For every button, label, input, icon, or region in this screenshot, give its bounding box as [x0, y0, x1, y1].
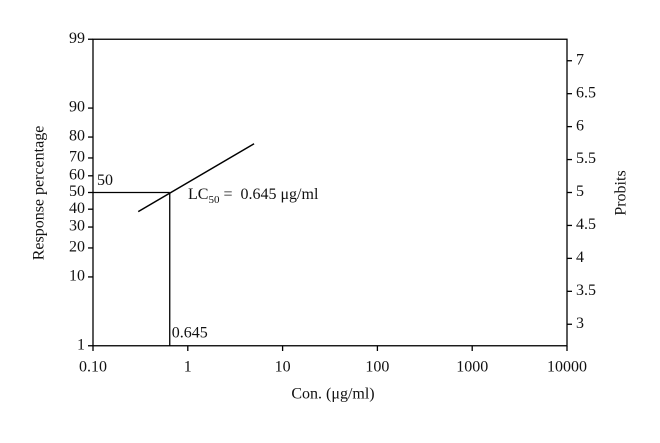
x-axis-label: Con. (μg/ml) [291, 386, 374, 403]
y-tick-label: 40 [69, 200, 85, 217]
y2-tick-label: 3 [576, 315, 584, 332]
reference-x-label: 0.645 [172, 325, 208, 342]
y2-tick-label: 4 [576, 249, 584, 266]
y-axis-label: Response percentage [31, 126, 48, 261]
y-tick-label: 80 [69, 128, 85, 145]
x-tick-label: 10000 [547, 359, 587, 376]
annotation-sub: 50 [208, 194, 220, 206]
y2-tick-label: 7 [576, 51, 584, 68]
y-tick-label: 70 [69, 149, 85, 166]
annotation-text: LC [188, 186, 208, 203]
y-tick-label: 50 [69, 183, 85, 200]
x-tick-label: 10 [275, 359, 291, 376]
y-tick-label: 60 [69, 166, 85, 183]
series-line [137, 143, 255, 213]
y2-tick-label: 5 [576, 183, 584, 200]
y-tick-label: 20 [69, 239, 85, 256]
x-tick-label: 1000 [456, 359, 488, 376]
x-tick-label: 0.10 [79, 359, 107, 376]
lc50-annotation: LC50 = 0.645 μg/ml [188, 186, 319, 206]
y-tick-label: 1 [77, 336, 85, 353]
y2-tick-label: 6.5 [576, 84, 596, 101]
reference-y-label: 50 [97, 172, 113, 189]
annotation-rest: = 0.645 μg/ml [219, 186, 318, 203]
y-tick-label: 10 [69, 268, 85, 285]
y2-axis-label: Probits [613, 170, 630, 215]
y2-tick-label: 6 [576, 117, 584, 134]
y-tick-label: 90 [69, 99, 85, 116]
y-tick-label: 30 [69, 218, 85, 235]
y2-tick-label: 3.5 [576, 282, 596, 299]
y-tick-label: 99 [69, 30, 85, 47]
x-tick-label: 1 [184, 359, 192, 376]
y2-tick-label: 4.5 [576, 216, 596, 233]
y2-tick-label: 5.5 [576, 150, 596, 167]
x-tick-label: 100 [365, 359, 389, 376]
